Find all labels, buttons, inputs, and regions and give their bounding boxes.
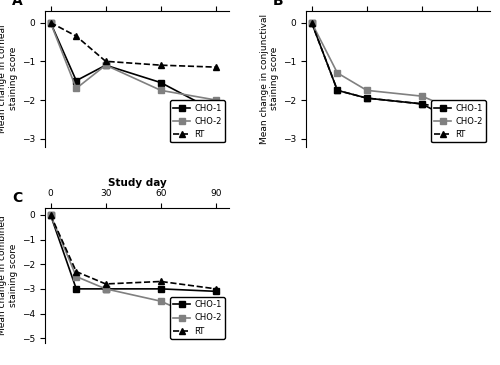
CHO-1 [334,88,340,93]
Line: CHO-2: CHO-2 [48,212,219,328]
CHO-1 [158,287,164,291]
Line: CHO-2: CHO-2 [48,20,219,103]
RT [334,88,340,93]
CHO-1 [48,20,54,25]
Line: CHO-1: CHO-1 [48,20,219,115]
CHO-2 [308,20,314,25]
Y-axis label: Mean change in corneal
staining score: Mean change in corneal staining score [0,24,18,133]
RT [48,20,54,25]
CHO-1 [74,78,80,83]
RT [308,20,314,25]
CHO-1 [213,289,219,293]
CHO-2 [74,86,80,91]
CHO-1 [102,63,108,68]
CHO-2 [48,213,54,217]
CHO-2 [102,287,108,291]
CHO-2 [474,117,480,122]
Line: CHO-2: CHO-2 [309,20,480,122]
RT [74,34,80,38]
Text: *: * [213,118,219,130]
Legend: CHO-1, CHO-2, RT: CHO-1, CHO-2, RT [170,297,224,339]
CHO-1 [364,96,370,100]
Legend: CHO-1, CHO-2, RT: CHO-1, CHO-2, RT [431,100,486,142]
RT [158,63,164,68]
RT [102,282,108,286]
Line: RT: RT [48,20,219,70]
CHO-2 [48,20,54,25]
X-axis label: Study day: Study day [108,178,166,188]
RT [102,59,108,64]
Line: CHO-1: CHO-1 [309,20,480,136]
Legend: CHO-1, CHO-2, RT: CHO-1, CHO-2, RT [170,100,224,142]
RT [474,111,480,116]
CHO-1 [419,102,425,106]
CHO-2 [364,88,370,93]
Text: C: C [12,191,22,205]
CHO-2 [74,274,80,279]
Y-axis label: Mean change in conjunctival
staining score: Mean change in conjunctival staining sco… [260,14,279,144]
RT [48,213,54,217]
CHO-1 [102,287,108,291]
CHO-2 [213,98,219,102]
CHO-1 [213,110,219,114]
CHO-1 [158,80,164,85]
Text: A: A [12,0,22,8]
Y-axis label: Mean change in combined
staining score: Mean change in combined staining score [0,215,18,335]
Line: RT: RT [309,20,480,116]
CHO-2 [419,94,425,98]
RT [213,287,219,291]
RT [364,96,370,100]
CHO-2 [158,88,164,93]
Text: B: B [273,0,283,8]
CHO-2 [334,71,340,75]
CHO-1 [74,287,80,291]
RT [419,102,425,106]
CHO-2 [213,324,219,328]
CHO-1 [474,131,480,135]
Line: RT: RT [48,212,219,292]
CHO-1 [48,213,54,217]
CHO-2 [102,63,108,68]
Line: CHO-1: CHO-1 [48,212,219,294]
CHO-2 [158,299,164,303]
RT [158,279,164,284]
RT [213,65,219,69]
CHO-1 [308,20,314,25]
RT [74,269,80,274]
